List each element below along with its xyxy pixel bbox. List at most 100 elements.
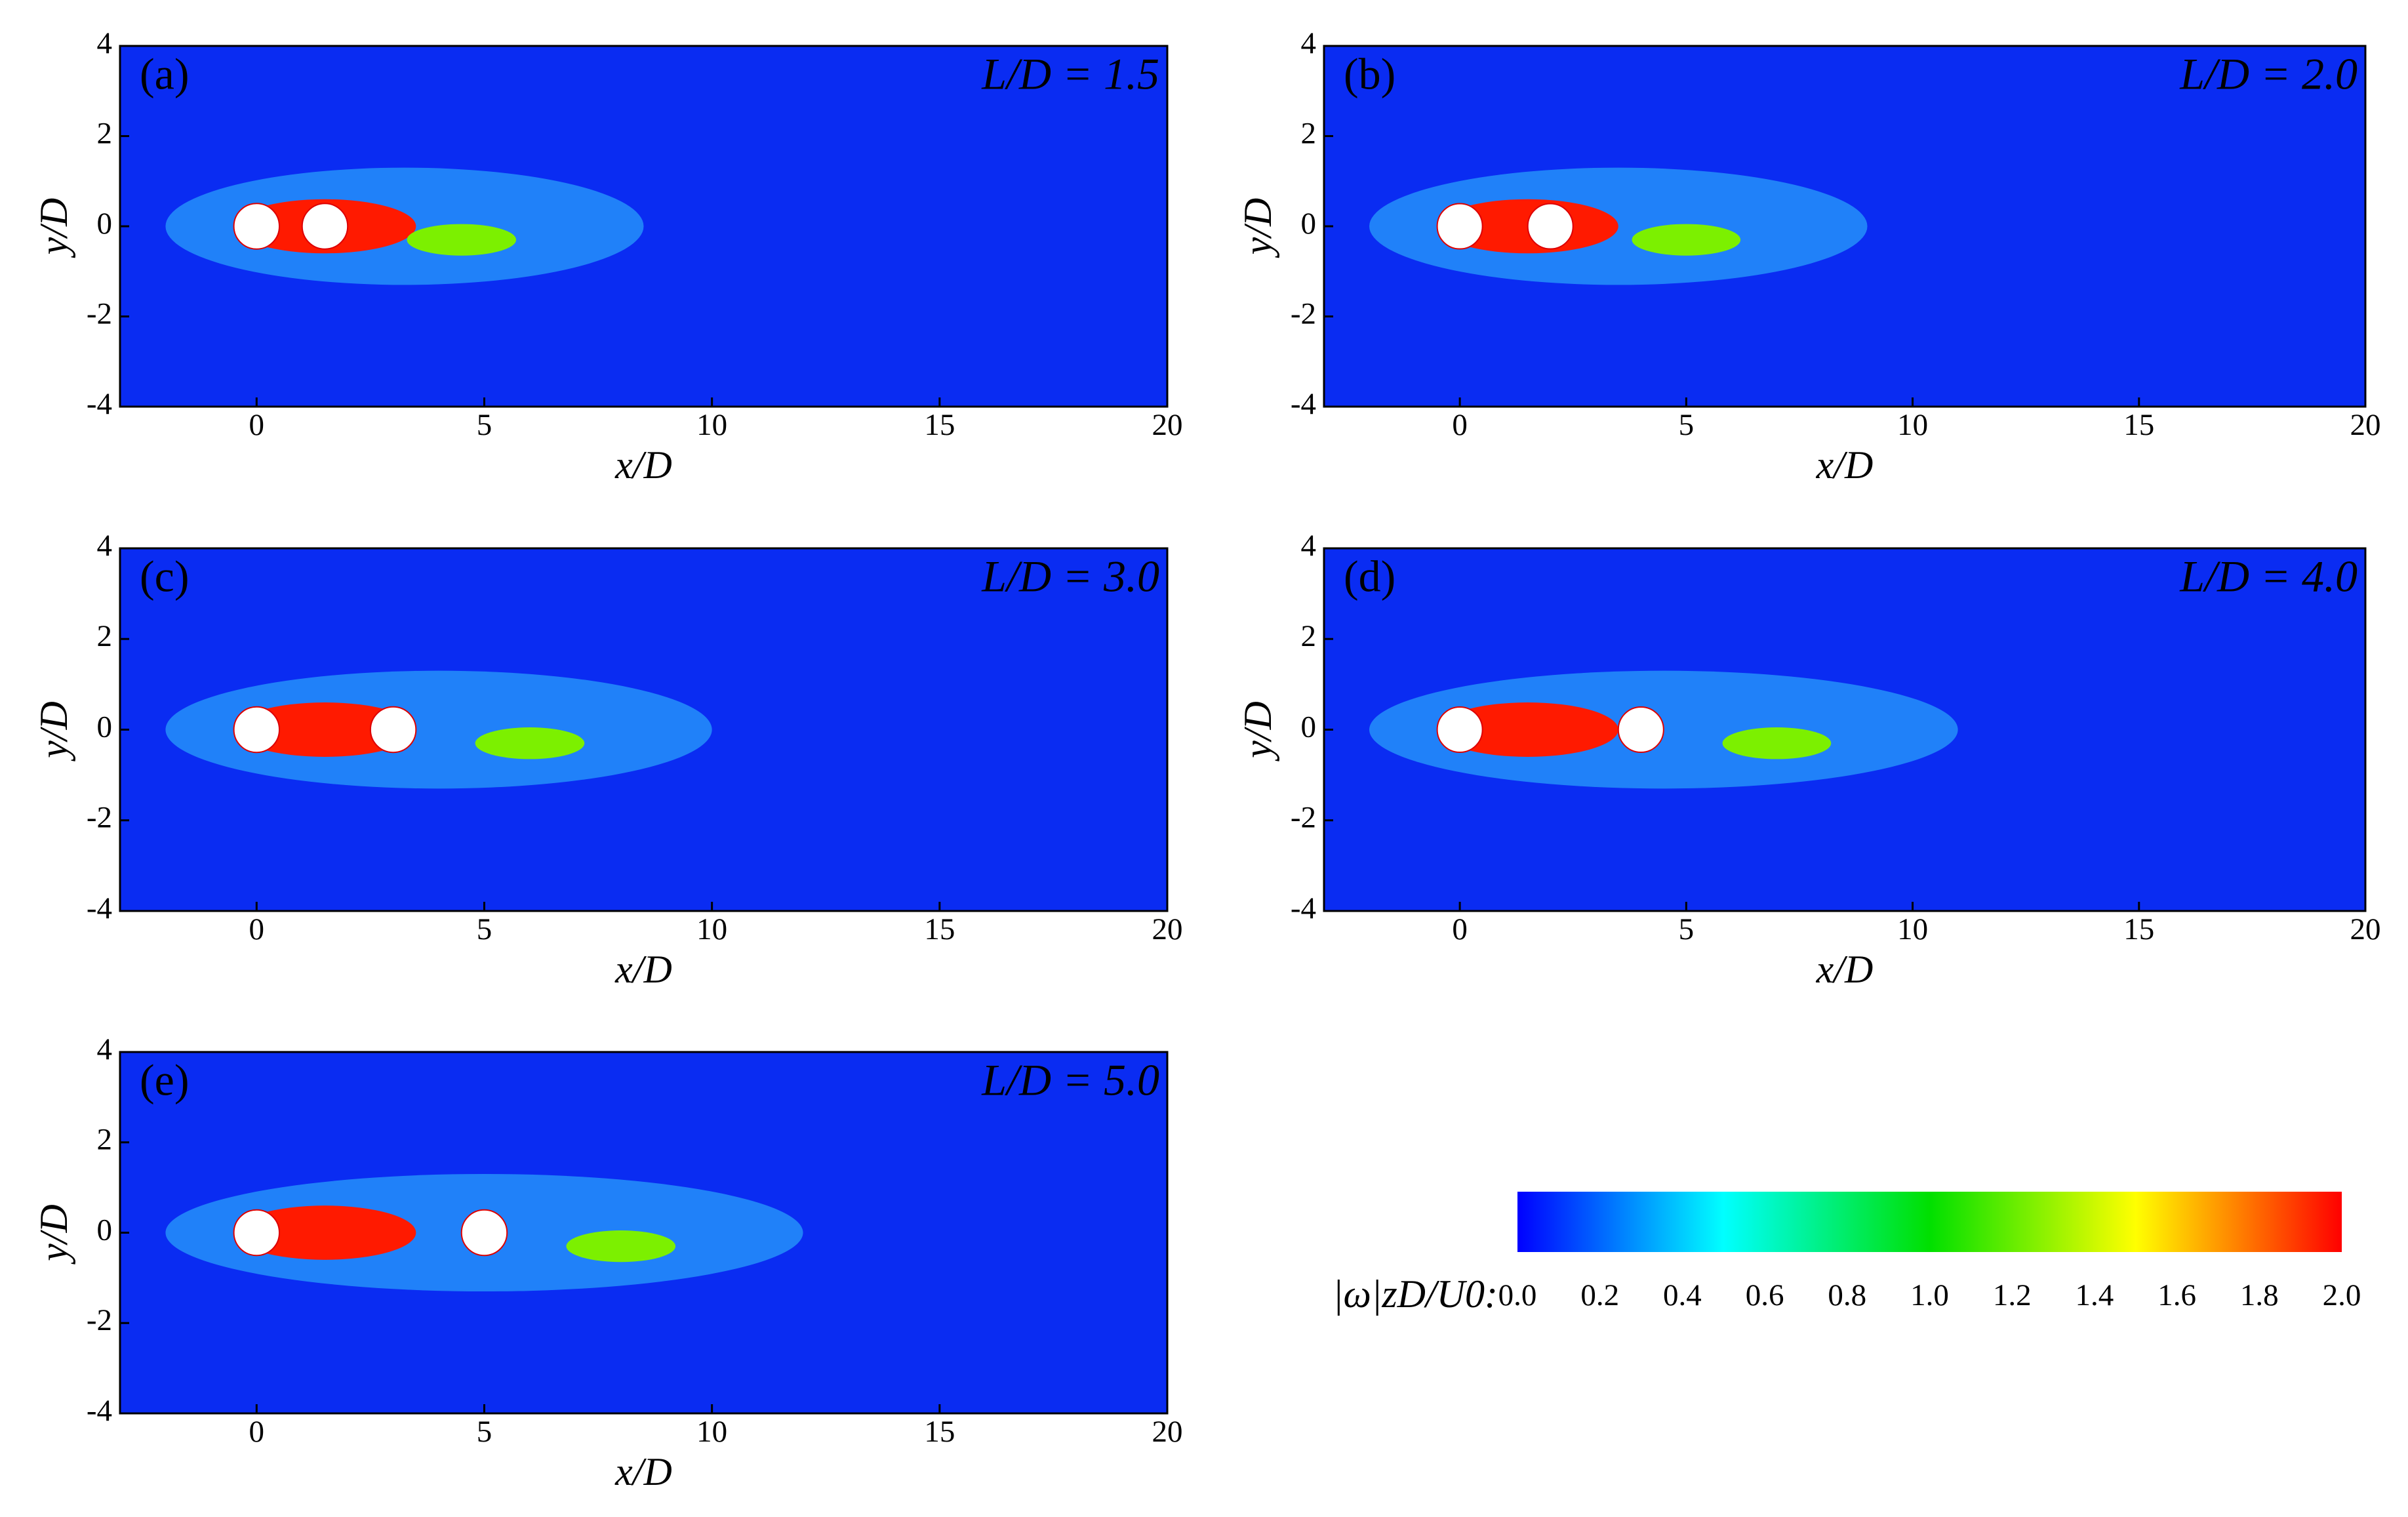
vortex-region bbox=[407, 224, 517, 256]
x-axis-label: x/D bbox=[614, 443, 672, 487]
colorbar-tick-label: 0.6 bbox=[1746, 1278, 1784, 1312]
cylinder bbox=[301, 203, 349, 250]
cylinder bbox=[1436, 706, 1483, 754]
colorbar-tick-label: 0.4 bbox=[1663, 1278, 1702, 1312]
y-axis-label: y/D bbox=[32, 1204, 75, 1265]
annotation: L/D = 4.0 bbox=[2179, 552, 2358, 601]
y-tick-label: 4 bbox=[1301, 529, 1317, 563]
x-tick-label: 0 bbox=[249, 1415, 265, 1449]
y-tick-label: 2 bbox=[97, 619, 113, 653]
y-tick-label: -4 bbox=[87, 891, 112, 925]
vortex-region bbox=[233, 1205, 416, 1260]
x-tick-label: 0 bbox=[249, 408, 265, 442]
panel: 0 5 10 15 20 -4 -2 0 2 4 x/D y/D (c) L/D = 3.0 bbox=[32, 529, 1183, 991]
y-tick-label: 0 bbox=[1301, 710, 1317, 744]
panel: 0 5 10 15 20 -4 -2 0 2 4 x/D y/D (d) L/D = 4.0 bbox=[1236, 529, 2381, 991]
colorbar-tick-label: 1.2 bbox=[1993, 1278, 2032, 1312]
cylinder bbox=[233, 706, 281, 754]
y-tick-label: -2 bbox=[87, 1303, 112, 1337]
cylinder bbox=[233, 203, 281, 250]
x-axis-label: x/D bbox=[1816, 443, 1874, 487]
y-tick-label: -2 bbox=[87, 296, 112, 331]
annotation: L/D = 3.0 bbox=[981, 552, 1159, 601]
x-tick-label: 0 bbox=[1452, 408, 1468, 442]
colorbar-tick-label: 0.8 bbox=[1828, 1278, 1866, 1312]
y-tick-label: 4 bbox=[97, 1032, 113, 1066]
panel: 0 5 10 15 20 -4 -2 0 2 4 x/D y/D (e) L/D = 5.0 bbox=[32, 1032, 1183, 1493]
y-tick-label: 0 bbox=[1301, 207, 1317, 241]
annotation: L/D = 1.5 bbox=[981, 49, 1159, 99]
panel: 0 5 10 15 20 -4 -2 0 2 4 x/D y/D (a) L/D = 1.5 bbox=[32, 26, 1183, 487]
cylinder bbox=[1527, 203, 1574, 250]
vortex-region bbox=[475, 727, 585, 759]
x-tick-label: 15 bbox=[924, 912, 955, 946]
panel-label: (e) bbox=[140, 1055, 189, 1105]
x-tick-label: 5 bbox=[477, 408, 492, 442]
x-tick-label: 20 bbox=[2350, 408, 2381, 442]
y-tick-label: -2 bbox=[1291, 801, 1316, 835]
colorbar-tick-label: 1.8 bbox=[2240, 1278, 2279, 1312]
cylinder bbox=[369, 706, 417, 754]
x-tick-label: 0 bbox=[1452, 912, 1468, 946]
y-tick-label: -4 bbox=[1291, 891, 1316, 925]
panel-label: (d) bbox=[1344, 552, 1395, 601]
colorbar bbox=[1517, 1192, 2342, 1252]
y-tick-label: -2 bbox=[87, 801, 112, 835]
y-tick-label: -4 bbox=[1291, 387, 1316, 421]
y-tick-label: 4 bbox=[1301, 26, 1317, 60]
colorbar-tick-label: 2.0 bbox=[2323, 1278, 2361, 1312]
cylinder bbox=[460, 1209, 508, 1257]
x-tick-label: 15 bbox=[2123, 408, 2154, 442]
annotation: L/D = 5.0 bbox=[981, 1055, 1159, 1105]
wake-region bbox=[1369, 167, 1868, 285]
x-tick-label: 15 bbox=[924, 1415, 955, 1449]
wake-region bbox=[165, 670, 712, 789]
y-tick-label: 2 bbox=[1301, 116, 1317, 150]
y-axis-label: y/D bbox=[1236, 198, 1279, 259]
x-tick-label: 5 bbox=[1679, 408, 1695, 442]
y-axis-label: y/D bbox=[32, 198, 75, 259]
x-axis-label: x/D bbox=[614, 948, 672, 991]
x-tick-label: 5 bbox=[477, 1415, 492, 1449]
colorbar-tick-label: 1.6 bbox=[2157, 1278, 2196, 1312]
y-axis-label: y/D bbox=[32, 701, 75, 762]
colorbar-tick-label: 1.4 bbox=[2076, 1278, 2114, 1312]
panel-label: (c) bbox=[140, 552, 189, 601]
y-tick-label: 2 bbox=[97, 1123, 113, 1157]
x-tick-label: 10 bbox=[696, 1415, 727, 1449]
y-tick-label: -4 bbox=[87, 387, 112, 421]
x-tick-label: 10 bbox=[696, 912, 727, 946]
y-axis-label: y/D bbox=[1236, 701, 1279, 762]
y-tick-label: 0 bbox=[97, 710, 113, 744]
vortex-region bbox=[233, 702, 416, 757]
x-tick-label: 20 bbox=[1152, 408, 1183, 442]
x-tick-label: 10 bbox=[1897, 912, 1928, 946]
colorbar-tick-label: 0.0 bbox=[1498, 1278, 1537, 1312]
x-tick-label: 20 bbox=[1152, 912, 1183, 946]
cylinder bbox=[233, 1209, 281, 1257]
x-tick-label: 5 bbox=[1679, 912, 1695, 946]
x-tick-label: 10 bbox=[1897, 408, 1928, 442]
x-axis-label: x/D bbox=[614, 1450, 672, 1493]
x-tick-label: 5 bbox=[477, 912, 492, 946]
vortex-region bbox=[566, 1230, 676, 1263]
panel: 0 5 10 15 20 -4 -2 0 2 4 x/D y/D (b) L/D = 2.0 bbox=[1236, 26, 2381, 487]
annotation: L/D = 2.0 bbox=[2179, 49, 2358, 99]
y-tick-label: 2 bbox=[97, 116, 113, 150]
x-tick-label: 0 bbox=[249, 912, 265, 946]
y-tick-label: -4 bbox=[87, 1394, 112, 1428]
vortex-region bbox=[1437, 702, 1618, 757]
colorbar-tick-label: 0.2 bbox=[1580, 1278, 1619, 1312]
y-tick-label: 2 bbox=[1301, 619, 1317, 653]
x-tick-label: 20 bbox=[1152, 1415, 1183, 1449]
cylinder bbox=[1617, 706, 1664, 754]
vortex-region bbox=[1632, 224, 1741, 256]
colorbar-tick-label: 1.0 bbox=[1910, 1278, 1949, 1312]
x-tick-label: 15 bbox=[2123, 912, 2154, 946]
vortex-region bbox=[1722, 727, 1832, 759]
cylinder bbox=[1436, 203, 1483, 250]
x-axis-label: x/D bbox=[1816, 948, 1874, 991]
y-tick-label: 0 bbox=[97, 1213, 113, 1247]
panel-label: (a) bbox=[140, 49, 189, 99]
